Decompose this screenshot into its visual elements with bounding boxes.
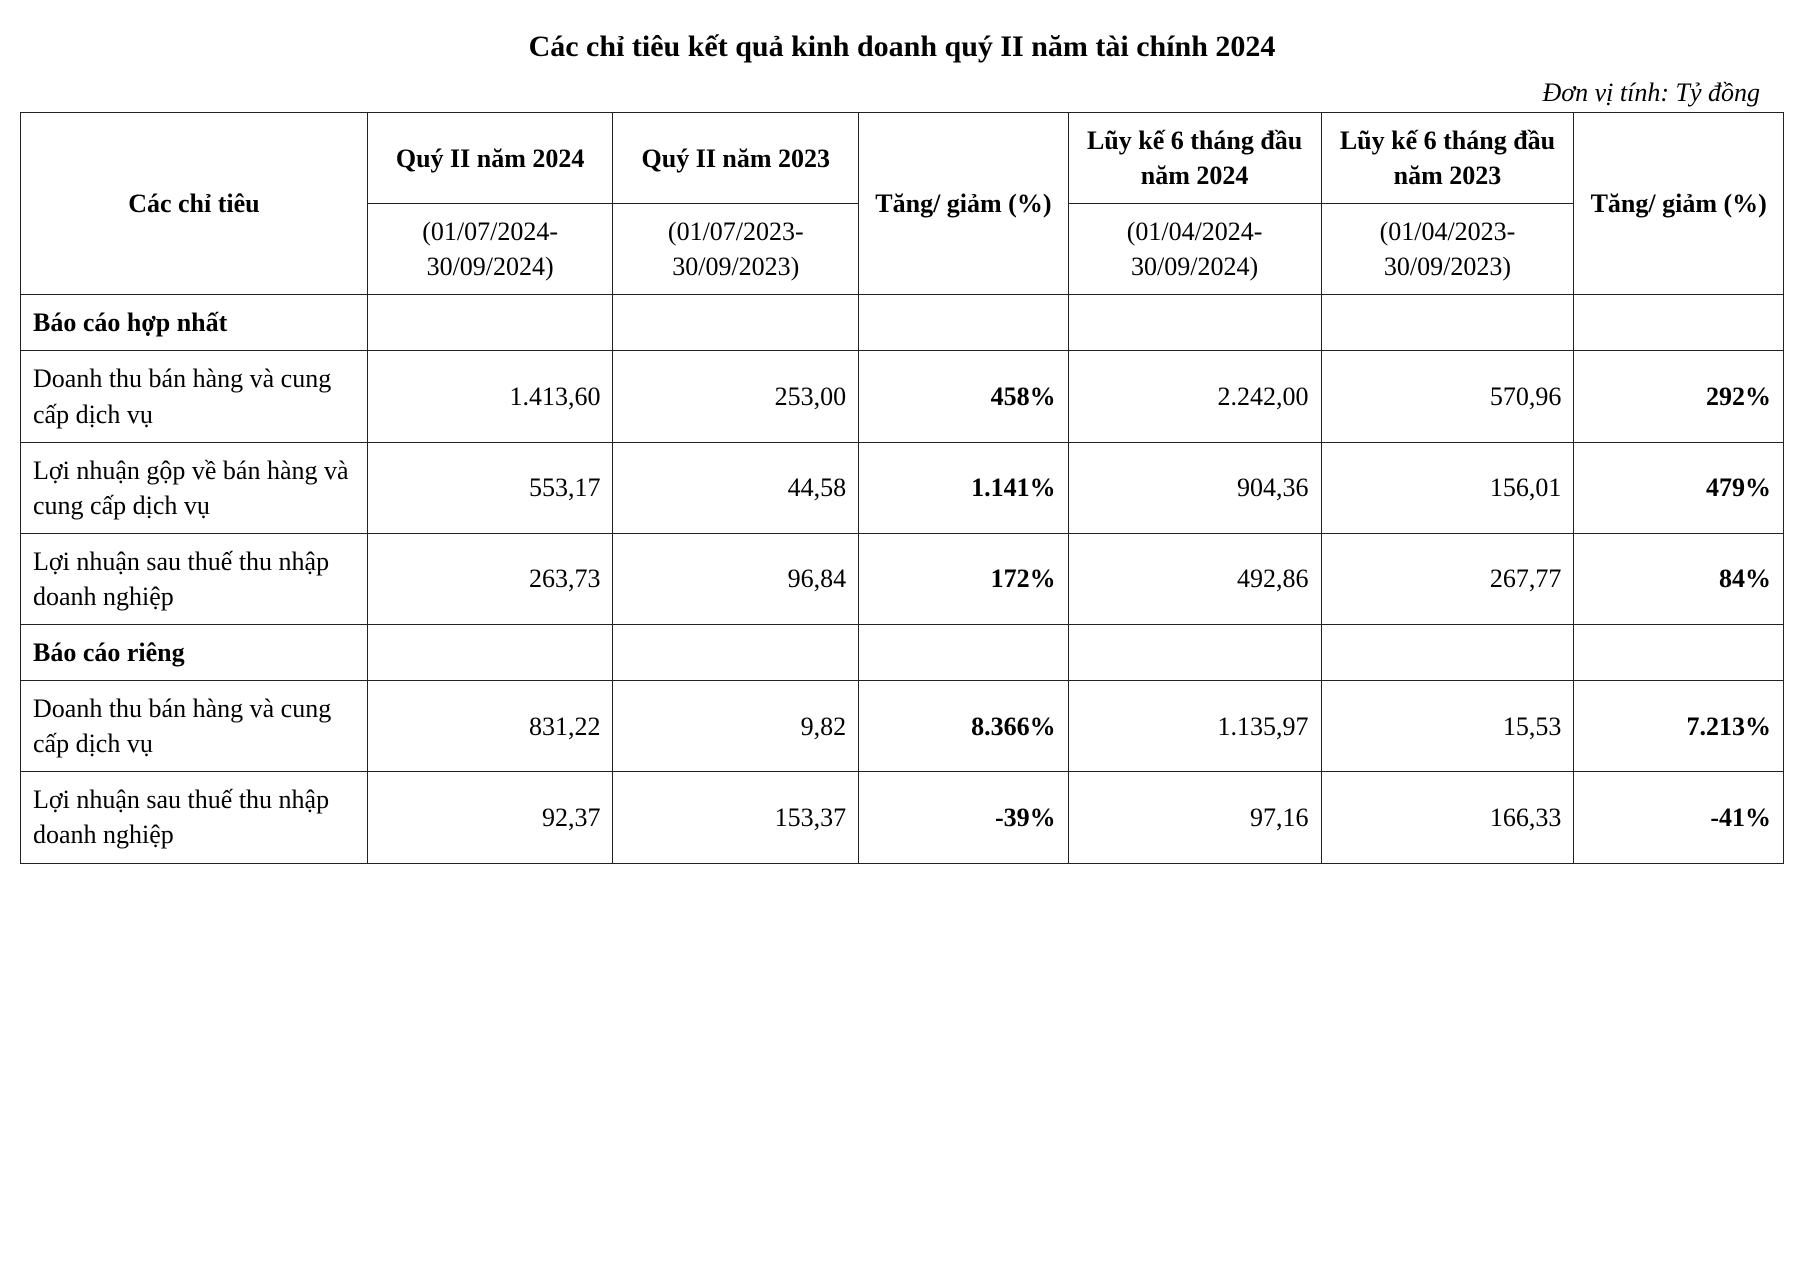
header-row-1: Các chỉ tiêu Quý II năm 2024 Quý II năm … xyxy=(21,113,1784,204)
cell-pct: 7.213% xyxy=(1574,681,1784,772)
cell-pct: 172% xyxy=(859,533,1069,624)
row-label: Doanh thu bán hàng và cung cấp dịch vụ xyxy=(21,351,368,442)
cell-value: 904,36 xyxy=(1068,442,1321,533)
cell-value: 96,84 xyxy=(613,533,859,624)
cell-value: 553,17 xyxy=(367,442,613,533)
cell-value: 92,37 xyxy=(367,772,613,863)
cell-pct: -41% xyxy=(1574,772,1784,863)
cell-value: 831,22 xyxy=(367,681,613,772)
col-header-lk-2024: Lũy kế 6 tháng đầu năm 2024 xyxy=(1068,113,1321,204)
col-header-q2-2023: Quý II năm 2023 xyxy=(613,113,859,204)
table-row: Lợi nhuận gộp về bán hàng và cung cấp dị… xyxy=(21,442,1784,533)
col-sub-lk-2024: (01/04/2024-30/09/2024) xyxy=(1068,204,1321,295)
cell-value: 570,96 xyxy=(1321,351,1574,442)
cell-value: 492,86 xyxy=(1068,533,1321,624)
empty-cell xyxy=(1068,295,1321,351)
col-header-q2-2024: Quý II năm 2024 xyxy=(367,113,613,204)
empty-cell xyxy=(367,295,613,351)
empty-cell xyxy=(859,295,1069,351)
cell-value: 263,73 xyxy=(367,533,613,624)
cell-value: 97,16 xyxy=(1068,772,1321,863)
table-row: Lợi nhuận sau thuế thu nhập doanh nghiệp… xyxy=(21,772,1784,863)
cell-value: 2.242,00 xyxy=(1068,351,1321,442)
table-row: Doanh thu bán hàng và cung cấp dịch vụ 1… xyxy=(21,351,1784,442)
empty-cell xyxy=(367,625,613,681)
col-header-lk-2023: Lũy kế 6 tháng đầu năm 2023 xyxy=(1321,113,1574,204)
cell-pct: 458% xyxy=(859,351,1069,442)
row-label: Doanh thu bán hàng và cung cấp dịch vụ xyxy=(21,681,368,772)
data-table: Các chỉ tiêu Quý II năm 2024 Quý II năm … xyxy=(20,112,1784,864)
cell-value: 1.135,97 xyxy=(1068,681,1321,772)
col-header-change-2: Tăng/ giảm (%) xyxy=(1574,113,1784,295)
col-sub-lk-2023: (01/04/2023-30/09/2023) xyxy=(1321,204,1574,295)
cell-pct: -39% xyxy=(859,772,1069,863)
cell-value: 153,37 xyxy=(613,772,859,863)
row-label: Lợi nhuận sau thuế thu nhập doanh nghiệp xyxy=(21,533,368,624)
cell-pct: 8.366% xyxy=(859,681,1069,772)
cell-value: 44,58 xyxy=(613,442,859,533)
empty-cell xyxy=(1574,625,1784,681)
section-label: Báo cáo hợp nhất xyxy=(21,295,368,351)
section-label: Báo cáo riêng xyxy=(21,625,368,681)
cell-value: 253,00 xyxy=(613,351,859,442)
empty-cell xyxy=(859,625,1069,681)
col-header-indicator: Các chỉ tiêu xyxy=(21,113,368,295)
cell-pct: 292% xyxy=(1574,351,1784,442)
page-title: Các chỉ tiêu kết quả kinh doanh quý II n… xyxy=(20,30,1784,64)
cell-value: 267,77 xyxy=(1321,533,1574,624)
table-row: Lợi nhuận sau thuế thu nhập doanh nghiệp… xyxy=(21,533,1784,624)
row-label: Lợi nhuận sau thuế thu nhập doanh nghiệp xyxy=(21,772,368,863)
cell-value: 1.413,60 xyxy=(367,351,613,442)
col-sub-q2-2023: (01/07/2023-30/09/2023) xyxy=(613,204,859,295)
empty-cell xyxy=(613,295,859,351)
row-label: Lợi nhuận gộp về bán hàng và cung cấp dị… xyxy=(21,442,368,533)
cell-pct: 479% xyxy=(1574,442,1784,533)
cell-value: 156,01 xyxy=(1321,442,1574,533)
empty-cell xyxy=(1321,295,1574,351)
cell-pct: 1.141% xyxy=(859,442,1069,533)
empty-cell xyxy=(1321,625,1574,681)
table-row: Doanh thu bán hàng và cung cấp dịch vụ 8… xyxy=(21,681,1784,772)
col-sub-q2-2024: (01/07/2024-30/09/2024) xyxy=(367,204,613,295)
empty-cell xyxy=(1574,295,1784,351)
section-row: Báo cáo hợp nhất xyxy=(21,295,1784,351)
empty-cell xyxy=(613,625,859,681)
col-header-change-1: Tăng/ giảm (%) xyxy=(859,113,1069,295)
cell-value: 9,82 xyxy=(613,681,859,772)
cell-value: 15,53 xyxy=(1321,681,1574,772)
unit-label: Đơn vị tính: Tỷ đồng xyxy=(20,78,1784,108)
cell-pct: 84% xyxy=(1574,533,1784,624)
cell-value: 166,33 xyxy=(1321,772,1574,863)
empty-cell xyxy=(1068,625,1321,681)
section-row: Báo cáo riêng xyxy=(21,625,1784,681)
